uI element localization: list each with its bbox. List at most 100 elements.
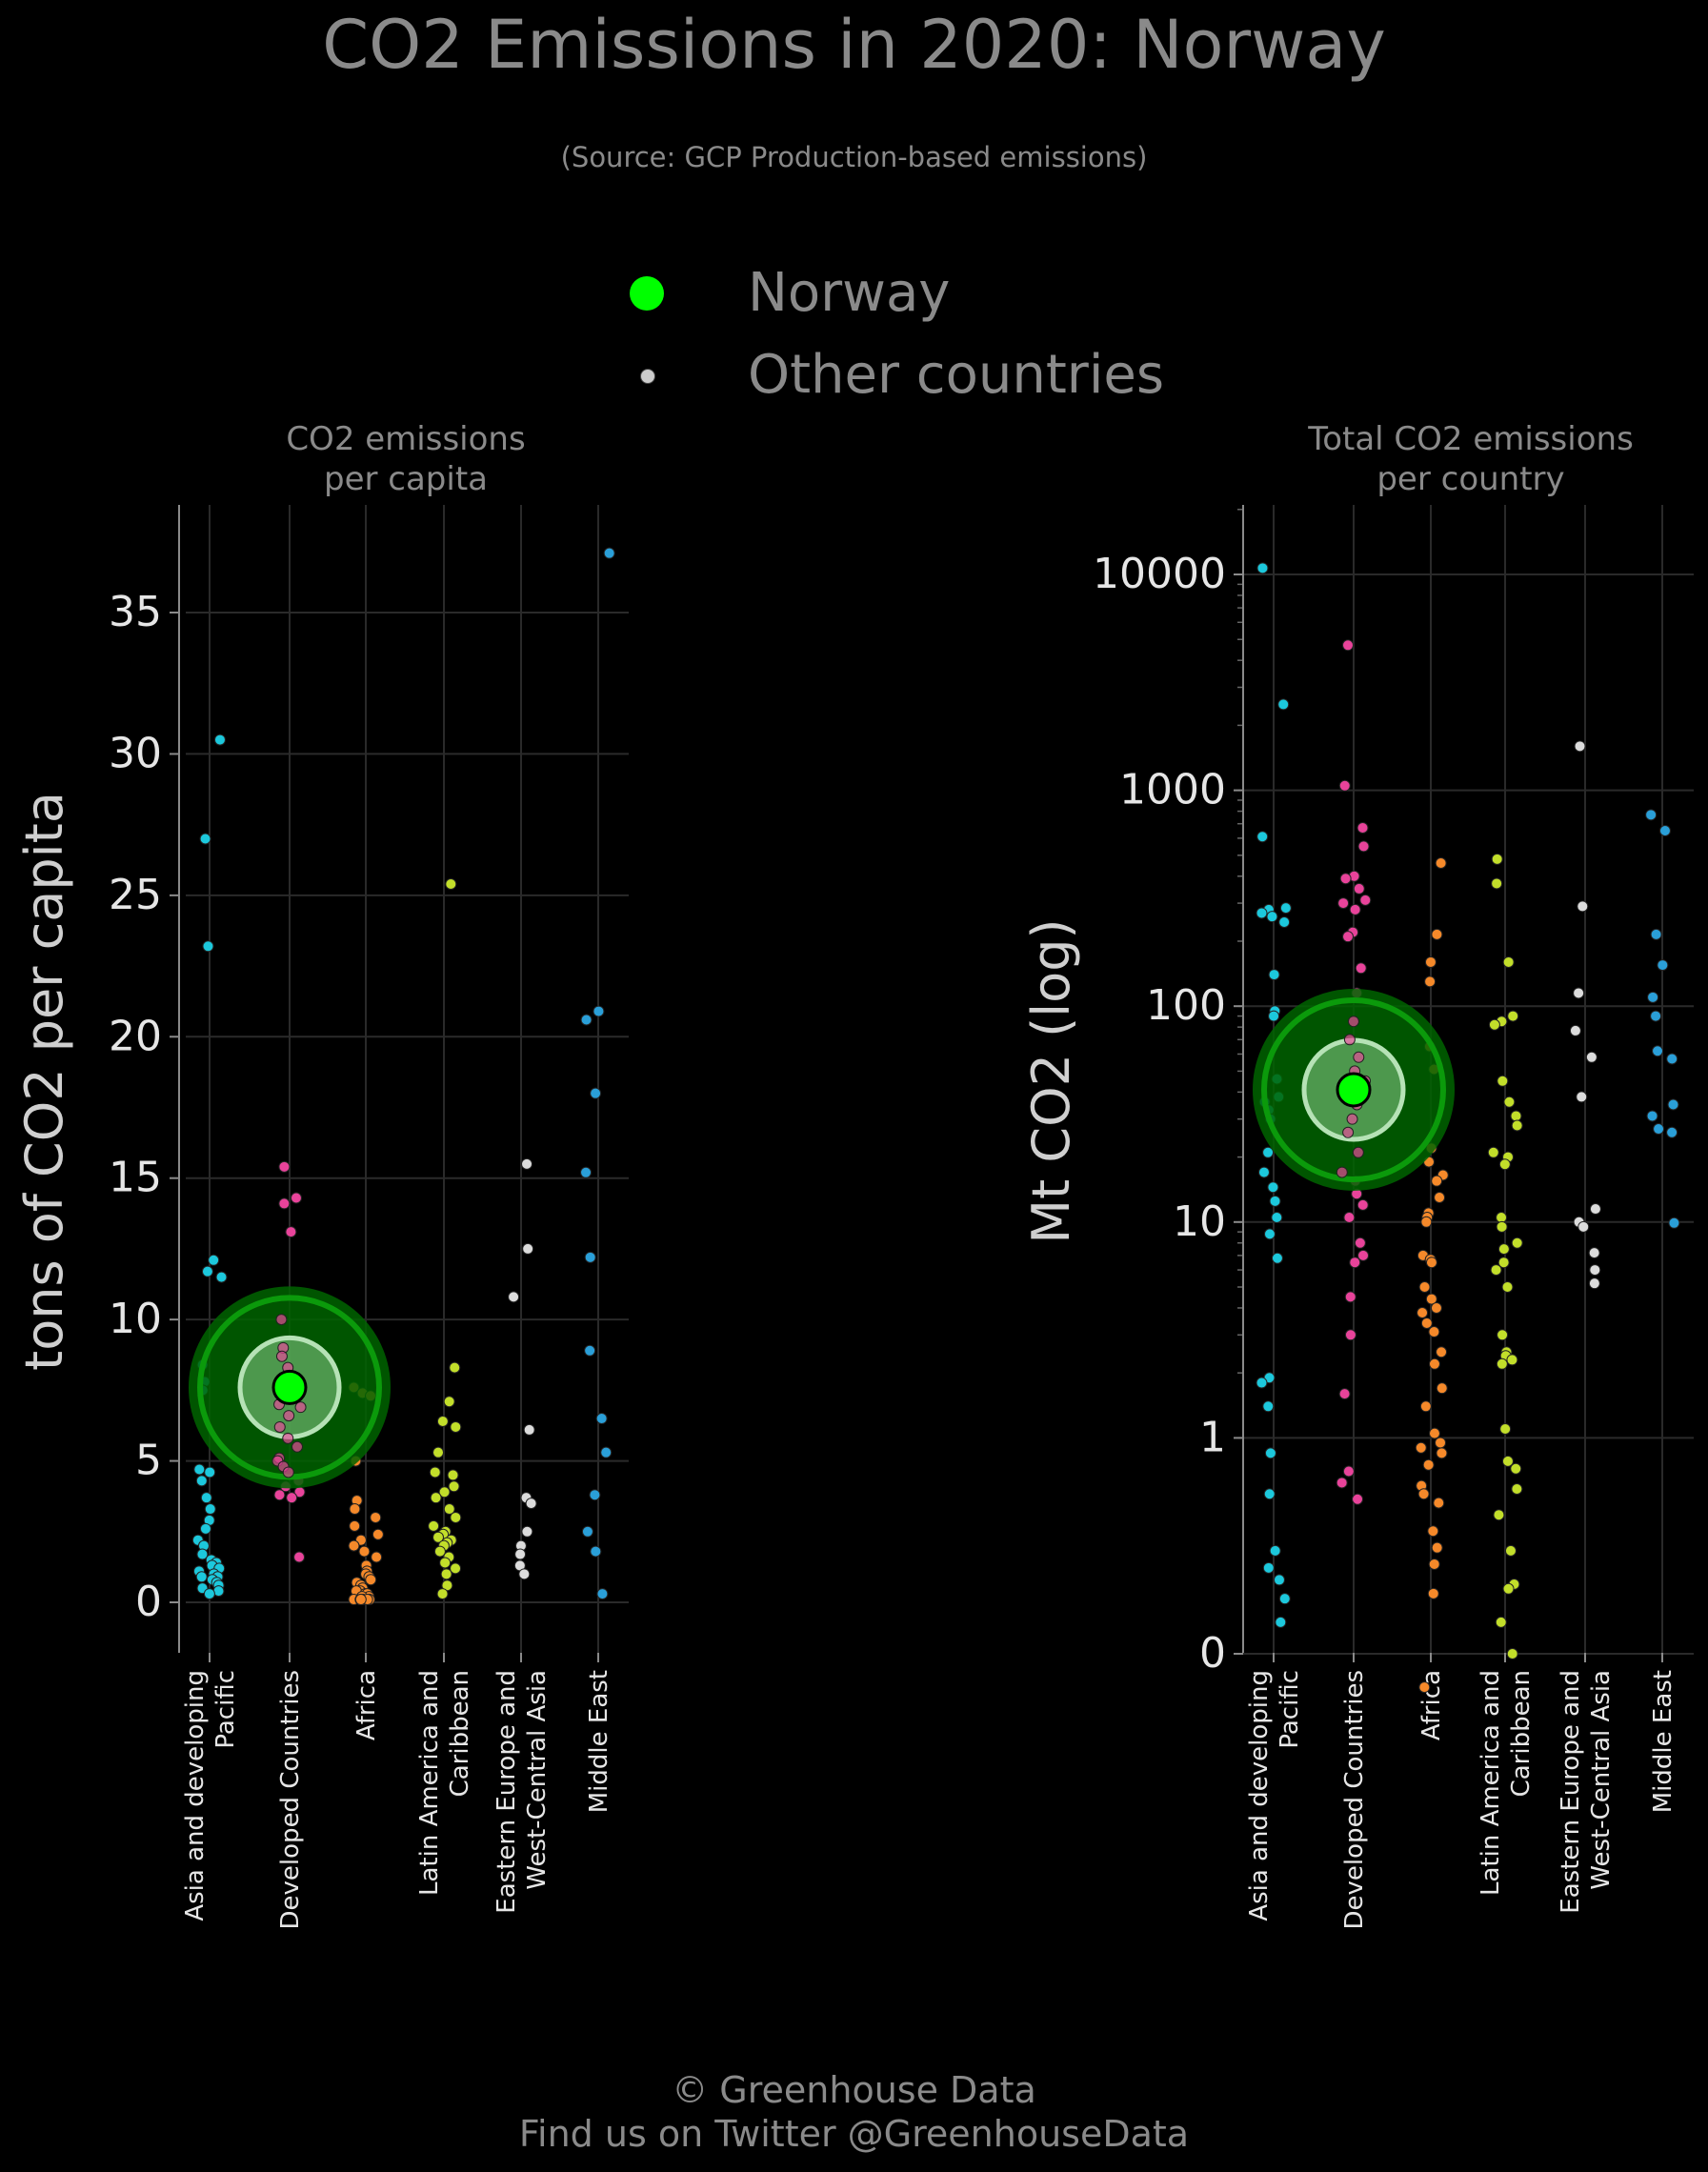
data-point-latin-america-and-caribbean [445,1534,457,1546]
y-tick-label: 0 [1199,1629,1226,1678]
data-point-asia-and-developing-pacific [1277,698,1290,711]
x-tick-label-asia-and-developing-pacific: Asia and developing Pacific [1245,1670,1304,1921]
data-point-overlay [282,1432,294,1444]
data-point-latin-america-and-caribbean [438,1486,451,1498]
highlight-halo-outer [189,1286,391,1489]
data-point-developed-countries [1349,1065,1361,1077]
highlight-point-norway [1336,1072,1372,1108]
data-point-africa [359,1588,372,1600]
data-point-latin-america-and-caribbean [432,1446,445,1458]
data-point-asia-and-developing-pacific [1262,1104,1275,1116]
data-point-developed-countries [292,1475,305,1487]
data-point-latin-america-and-caribbean [430,1492,442,1504]
data-point-middle-east [1667,1098,1679,1111]
data-point-developed-countries [1351,1098,1363,1111]
data-point-eastern-europe-and-west-central-asia [1576,1091,1588,1103]
data-point-africa [354,1594,367,1606]
data-point-asia-and-developing-pacific [205,1554,217,1566]
data-point-developed-countries [1357,1249,1370,1261]
data-point-africa [1417,1249,1429,1261]
x-tick-label-line: Asia and developing [181,1670,210,1921]
data-point-developed-countries [1338,1388,1351,1400]
data-point-asia-and-developing-pacific [206,1574,218,1586]
data-point-developed-countries [1355,962,1367,975]
data-point-latin-america-and-caribbean [1497,1243,1510,1256]
highlight-halo-ring [1261,996,1446,1182]
data-point-middle-east [1646,1110,1658,1122]
data-point-developed-countries [1352,1493,1364,1505]
x-tick-label-asia-and-developing-pacific: Asia and developing Pacific [181,1670,240,1921]
data-point-overlay [1349,1065,1361,1077]
data-point-latin-america-and-caribbean [1498,1158,1511,1171]
data-point-middle-east [603,547,615,559]
data-point-overlay [290,1384,302,1397]
data-point-middle-east [1650,1010,1662,1022]
data-point-middle-east [1652,1045,1664,1057]
legend-item-norway: Norway [610,255,1276,332]
data-point-asia-and-developing-pacific [1268,1010,1280,1022]
data-point-developed-countries [283,1410,295,1422]
data-point-africa [1428,1358,1440,1370]
data-point-latin-america-and-caribbean [1490,1264,1502,1277]
data-point-latin-america-and-caribbean [450,1420,462,1433]
data-point-latin-america-and-caribbean [428,1519,440,1532]
data-point-africa [358,1545,371,1558]
data-point-asia-and-developing-pacific [195,1571,208,1583]
data-point-overlay [1343,1034,1356,1046]
data-point-eastern-europe-and-west-central-asia [508,1291,520,1303]
x-tick-label-line: Latin America and [1477,1670,1505,1896]
data-point-overlay [1342,1126,1355,1138]
data-point-asia-and-developing-pacific [1256,1377,1268,1389]
y-tick-label: 10 [1173,1197,1226,1246]
data-point-asia-and-developing-pacific [1263,1488,1276,1500]
data-point-africa [1424,1254,1437,1266]
data-point-asia-and-developing-pacific [1273,1091,1285,1103]
data-point-middle-east [1666,1126,1678,1138]
data-point-asia-and-developing-pacific [208,1568,220,1580]
data-point-asia-and-developing-pacific [1271,1252,1283,1264]
data-point-africa [354,1534,367,1546]
data-point-africa [360,1559,372,1572]
data-point-africa [350,1455,362,1467]
x-tick-label-middle-east: Middle East [1649,1670,1678,1813]
data-point-asia-and-developing-pacific [196,1548,209,1560]
data-point-developed-countries [290,1384,302,1397]
data-point-latin-america-and-caribbean [1491,877,1503,890]
data-point-overlay [1347,1016,1359,1028]
data-point-developed-countries [275,1314,288,1326]
x-tick-label-africa: Africa [1417,1670,1446,1740]
data-point-middle-east [1658,824,1671,836]
data-point-developed-countries [273,1489,286,1501]
data-point-middle-east [1666,1053,1678,1065]
data-point-latin-america-and-caribbean [440,1568,452,1580]
y-axis-label: Mt CO2 (log) [1021,918,1081,1243]
data-point-africa [354,1579,367,1592]
data-point-latin-america-and-caribbean [1495,1616,1507,1628]
data-point-africa [1416,1479,1428,1492]
data-point-middle-east [590,1087,602,1099]
data-point-latin-america-and-caribbean [450,1562,462,1575]
data-point-asia-and-developing-pacific [1269,1544,1281,1557]
data-point-developed-countries [1351,987,1363,999]
data-point-asia-and-developing-pacific [193,1463,206,1476]
legend-label-other-countries: Other countries [748,344,1165,406]
x-tick-label-eastern-europe-and-west-central-asia: Eastern Europe and West-Central Asia [1557,1670,1616,1914]
data-point-developed-countries [294,1401,307,1414]
data-point-africa [365,1390,377,1402]
data-point-latin-america-and-caribbean [437,1539,450,1552]
data-point-africa [355,1594,368,1606]
data-point-developed-countries [1353,1051,1365,1063]
data-point-latin-america-and-caribbean [1510,1462,1522,1475]
data-point-africa [349,1503,361,1516]
x-tick-label-line: Developed Countries [276,1670,305,1929]
footer-copyright: © Greenhouse Data [672,2069,1036,2111]
highlight-halo-inner [1301,1037,1406,1142]
data-point-africa [1421,1211,1434,1223]
data-point-africa [1428,1063,1440,1076]
data-point-developed-countries [282,1361,294,1374]
data-point-africa [1420,1216,1433,1228]
data-point-eastern-europe-and-west-central-asia [521,1525,533,1538]
data-point-africa [360,1568,372,1580]
y-tick-label: 20 [109,1012,162,1060]
data-point-latin-america-and-caribbean [429,1466,441,1478]
